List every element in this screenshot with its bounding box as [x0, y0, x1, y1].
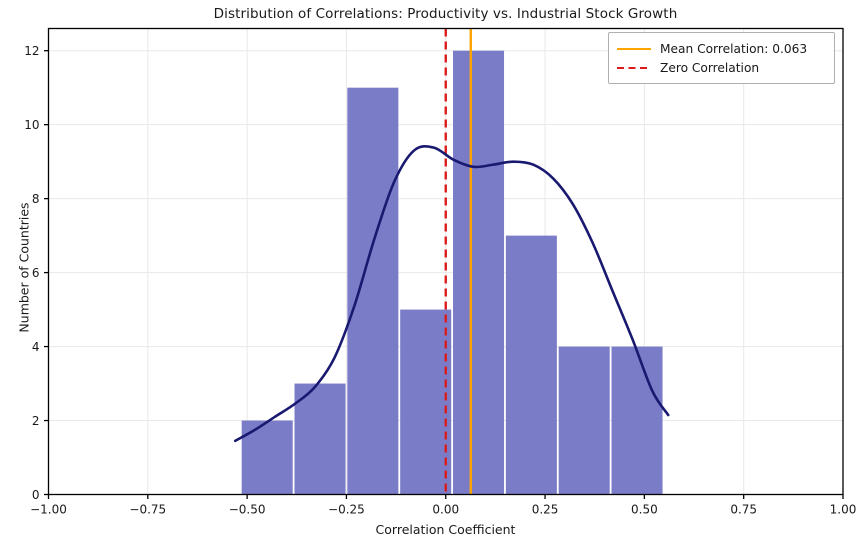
zero-line-swatch-icon [617, 62, 651, 74]
legend-label-mean: Mean Correlation: 0.063 [660, 41, 808, 56]
svg-text:1.00: 1.00 [830, 503, 857, 517]
svg-text:0.25: 0.25 [532, 503, 559, 517]
svg-text:8: 8 [32, 192, 40, 206]
legend-label-zero: Zero Correlation [660, 60, 760, 75]
chart-title: Distribution of Correlations: Productivi… [213, 6, 678, 22]
histogram-bars [241, 50, 663, 495]
svg-text:−0.50: −0.50 [229, 503, 266, 517]
svg-text:2: 2 [32, 414, 40, 428]
axis-ticks: −1.00 −0.75 −0.50 −0.25 0.00 0.25 0.50 0.75 1.00… [24, 44, 856, 517]
svg-text:−0.75: −0.75 [129, 503, 166, 517]
svg-text:6: 6 [32, 266, 40, 280]
legend-item-zero: Zero Correlation [617, 58, 826, 77]
svg-text:0: 0 [32, 488, 40, 502]
chart-legend: Mean Correlation: 0.063 Zero Correlation [608, 32, 835, 84]
svg-text:0.50: 0.50 [631, 503, 658, 517]
svg-text:−0.25: −0.25 [328, 503, 365, 517]
mean-line-swatch-icon [617, 43, 651, 55]
svg-text:12: 12 [24, 44, 39, 58]
svg-text:4: 4 [32, 340, 40, 354]
legend-item-mean: Mean Correlation: 0.063 [617, 39, 826, 58]
svg-text:10: 10 [24, 118, 39, 132]
svg-text:0.00: 0.00 [432, 503, 459, 517]
svg-text:−1.00: −1.00 [30, 503, 67, 517]
svg-text:0.75: 0.75 [730, 503, 757, 517]
x-axis-label: Correlation Coefficient [375, 522, 516, 537]
reference-lines [444, 28, 472, 495]
kde-curve [233, 145, 670, 443]
